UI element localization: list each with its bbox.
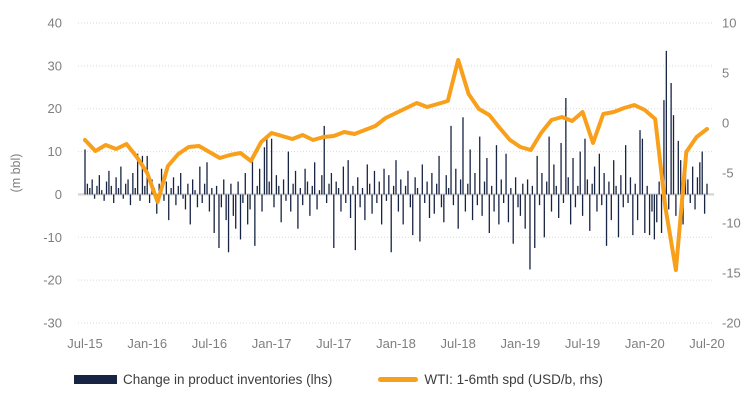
svg-text:10: 10 bbox=[48, 144, 62, 159]
svg-text:Jan-20: Jan-20 bbox=[625, 336, 665, 351]
svg-text:Jul-17: Jul-17 bbox=[316, 336, 351, 351]
legend-item-inventories: Change in product inventories (lhs) bbox=[74, 372, 332, 387]
svg-text:0: 0 bbox=[722, 116, 729, 131]
svg-text:Jul-18: Jul-18 bbox=[440, 336, 475, 351]
svg-text:-30: -30 bbox=[43, 316, 62, 331]
svg-text:-5: -5 bbox=[722, 166, 734, 181]
legend-item-wti-spread: WTI: 1-6mth spd (USD/b, rhs) bbox=[378, 372, 603, 387]
svg-text:-15: -15 bbox=[722, 266, 741, 281]
svg-text:Jul-16: Jul-16 bbox=[192, 336, 227, 351]
svg-text:10: 10 bbox=[722, 16, 736, 31]
svg-text:-20: -20 bbox=[43, 273, 62, 288]
svg-text:Jan-18: Jan-18 bbox=[376, 336, 416, 351]
svg-text:-10: -10 bbox=[43, 230, 62, 245]
line-series-swatch bbox=[378, 377, 419, 382]
svg-text:Jan-16: Jan-16 bbox=[127, 336, 167, 351]
svg-text:Jan-19: Jan-19 bbox=[501, 336, 541, 351]
chart-legend: Change in product inventories (lhs) WTI:… bbox=[74, 372, 603, 387]
svg-text:-10: -10 bbox=[722, 216, 741, 231]
svg-text:Jul-19: Jul-19 bbox=[565, 336, 600, 351]
svg-text:0: 0 bbox=[55, 187, 62, 202]
svg-text:20: 20 bbox=[48, 101, 62, 116]
svg-text:Jul-15: Jul-15 bbox=[67, 336, 102, 351]
chart-canvas: 40 30 20 10 0 -10 -20 -30 10 5 0 -5 -10 -15 -20 (m bbl)… bbox=[9, 16, 741, 352]
bar-series-swatch bbox=[74, 375, 117, 384]
svg-text:5: 5 bbox=[722, 66, 729, 81]
svg-text:Jan-17: Jan-17 bbox=[252, 336, 292, 351]
svg-text:Jul-20: Jul-20 bbox=[689, 336, 724, 351]
svg-text:(m bbl): (m bbl) bbox=[9, 154, 23, 193]
legend-label-wti-spread: WTI: 1-6mth spd (USD/b, rhs) bbox=[424, 372, 603, 387]
svg-text:30: 30 bbox=[48, 58, 62, 73]
legend-label-inventories: Change in product inventories (lhs) bbox=[123, 372, 333, 387]
svg-text:-20: -20 bbox=[722, 316, 741, 331]
svg-text:40: 40 bbox=[48, 16, 62, 31]
